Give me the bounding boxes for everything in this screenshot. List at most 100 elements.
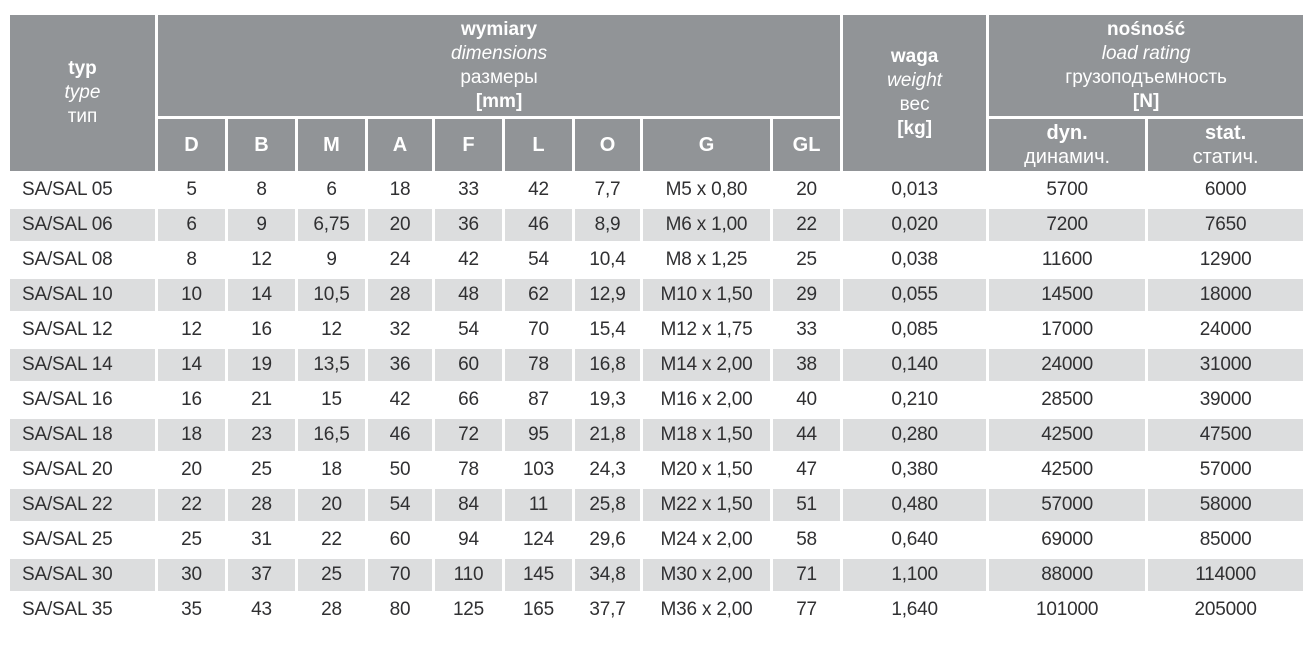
value-cell: 18 [158, 419, 225, 451]
type-cell: SA/SAL 08 [10, 244, 155, 276]
value-cell: 0,055 [843, 279, 987, 311]
value-cell: 12,9 [575, 279, 640, 311]
value-cell: 205000 [1148, 594, 1304, 626]
value-cell: M12 x 1,75 [643, 314, 770, 346]
value-cell: 15,4 [575, 314, 640, 346]
value-cell: 9 [228, 209, 295, 241]
value-cell: 11 [505, 489, 572, 521]
value-cell: 24 [368, 244, 432, 276]
header-col-dyn: dyn. динамич. [989, 119, 1146, 171]
header-weight-unit: [kg] [897, 118, 933, 139]
table-row: SA/SAL 25 25 31 22 60 94 124 29,6 M24 x 2,00 58 0,… [10, 524, 1304, 556]
value-cell: 32 [368, 314, 432, 346]
value-cell: 1,640 [843, 594, 987, 626]
header-weight-ru: вес [899, 94, 930, 115]
value-cell: 28500 [989, 384, 1146, 416]
value-cell: 36 [368, 349, 432, 381]
value-cell: 22 [158, 489, 225, 521]
value-cell: 54 [505, 244, 572, 276]
value-cell: 69000 [989, 524, 1146, 556]
value-cell: 0,380 [843, 454, 987, 486]
table-row: SA/SAL 16 16 21 15 42 66 87 19,3 M16 x 2,00 40 0,2… [10, 384, 1304, 416]
value-cell: 80 [368, 594, 432, 626]
value-cell: 43 [228, 594, 295, 626]
value-cell: 57000 [1148, 454, 1304, 486]
value-cell: 42 [505, 174, 572, 206]
value-cell: 0,480 [843, 489, 987, 521]
table-row: SA/SAL 14 14 19 13,5 36 60 78 16,8 M14 x 2,00 38 0… [10, 349, 1304, 381]
value-cell: 77 [773, 594, 841, 626]
value-cell: M36 x 2,00 [643, 594, 770, 626]
value-cell: 42500 [989, 454, 1146, 486]
value-cell: 85000 [1148, 524, 1304, 556]
value-cell: 7,7 [575, 174, 640, 206]
value-cell: 39000 [1148, 384, 1304, 416]
value-cell: 37,7 [575, 594, 640, 626]
header-col-d: D [158, 119, 225, 171]
value-cell: M24 x 2,00 [643, 524, 770, 556]
header-dimensions: wymiary dimensions размеры [mm] [158, 15, 841, 116]
value-cell: 28 [298, 594, 365, 626]
value-cell: 38 [773, 349, 841, 381]
type-cell: SA/SAL 35 [10, 594, 155, 626]
value-cell: 1,100 [843, 559, 987, 591]
value-cell: 10,4 [575, 244, 640, 276]
value-cell: 14 [228, 279, 295, 311]
value-cell: 18 [368, 174, 432, 206]
value-cell: 22 [773, 209, 841, 241]
table-row: SA/SAL 06 6 9 6,75 20 36 46 8,9 M6 x 1,00 22 0,020… [10, 209, 1304, 241]
value-cell: 40 [773, 384, 841, 416]
value-cell: 66 [435, 384, 502, 416]
value-cell: 10 [158, 279, 225, 311]
value-cell: 87 [505, 384, 572, 416]
value-cell: 19 [228, 349, 295, 381]
value-cell: 71 [773, 559, 841, 591]
value-cell: 14 [158, 349, 225, 381]
table-row: SA/SAL 20 20 25 18 50 78 103 24,3 M20 x 1,50 47 0,… [10, 454, 1304, 486]
header-col-stat-ru: статич. [1192, 146, 1259, 168]
value-cell: 31000 [1148, 349, 1304, 381]
value-cell: 33 [773, 314, 841, 346]
value-cell: 6000 [1148, 174, 1304, 206]
value-cell: 95 [505, 419, 572, 451]
value-cell: 9 [298, 244, 365, 276]
value-cell: 24000 [989, 349, 1146, 381]
header-col-stat-label: stat. [1205, 122, 1247, 144]
value-cell: 35 [158, 594, 225, 626]
header-type: typ type тип [10, 15, 155, 171]
header-col-f: F [435, 119, 502, 171]
table-row: SA/SAL 12 12 16 12 32 54 70 15,4 M12 x 1,75 33 0,0… [10, 314, 1304, 346]
value-cell: 31 [228, 524, 295, 556]
value-cell: 70 [368, 559, 432, 591]
type-cell: SA/SAL 10 [10, 279, 155, 311]
value-cell: 28 [228, 489, 295, 521]
value-cell: 0,020 [843, 209, 987, 241]
value-cell: 6 [298, 174, 365, 206]
value-cell: 54 [435, 314, 502, 346]
value-cell: 47500 [1148, 419, 1304, 451]
value-cell: 20 [158, 454, 225, 486]
value-cell: 18 [298, 454, 365, 486]
type-cell: SA/SAL 20 [10, 454, 155, 486]
value-cell: M14 x 2,00 [643, 349, 770, 381]
header-dimensions-pl: wymiary [461, 18, 538, 40]
value-cell: 42500 [989, 419, 1146, 451]
value-cell: 6 [158, 209, 225, 241]
value-cell: 25 [298, 559, 365, 591]
table-row: SA/SAL 05 5 8 6 18 33 42 7,7 M5 x 0,80 20 0,013 570… [10, 174, 1304, 206]
header-col-stat: stat. статич. [1148, 119, 1304, 171]
value-cell: 25 [158, 524, 225, 556]
value-cell: 50 [368, 454, 432, 486]
value-cell: 29,6 [575, 524, 640, 556]
value-cell: M5 x 0,80 [643, 174, 770, 206]
value-cell: 101000 [989, 594, 1146, 626]
type-cell: SA/SAL 18 [10, 419, 155, 451]
value-cell: 58 [773, 524, 841, 556]
value-cell: 0,210 [843, 384, 987, 416]
value-cell: 0,640 [843, 524, 987, 556]
value-cell: 42 [435, 244, 502, 276]
value-cell: 0,140 [843, 349, 987, 381]
value-cell: M6 x 1,00 [643, 209, 770, 241]
header-load-en: load rating [1101, 42, 1191, 64]
value-cell: 60 [368, 524, 432, 556]
